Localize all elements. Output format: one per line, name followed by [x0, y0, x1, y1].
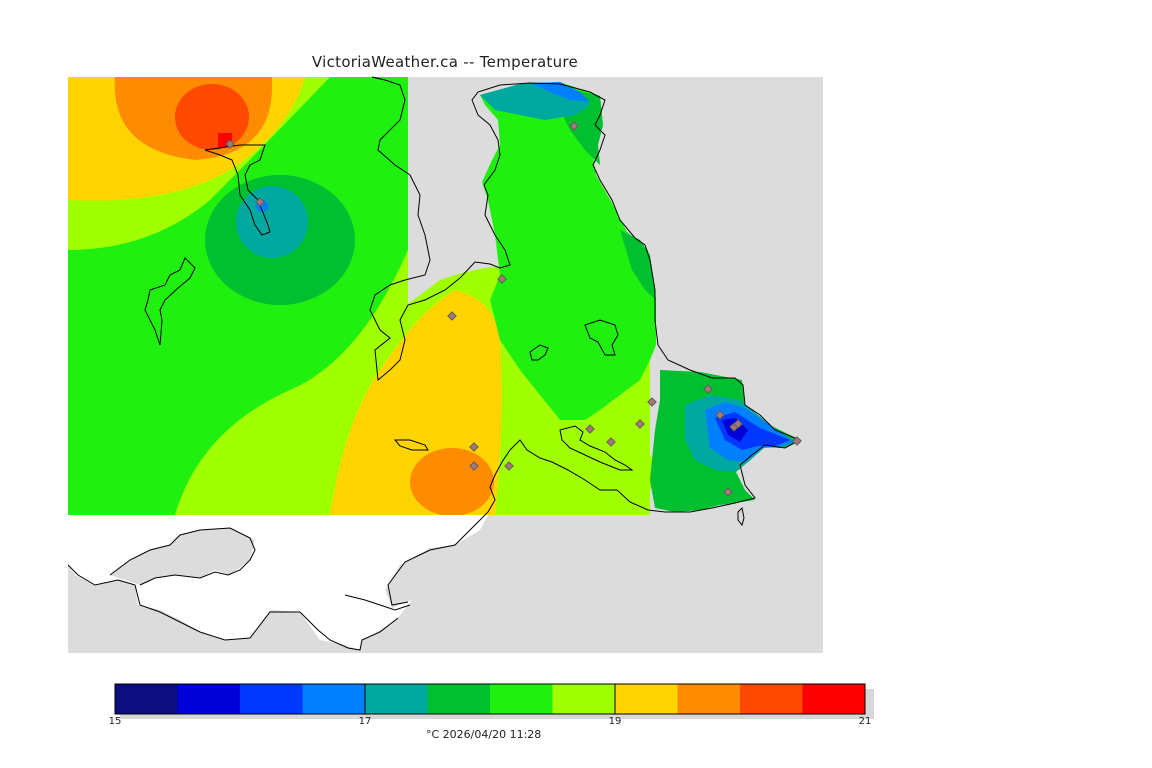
- legend-swatch: [302, 684, 366, 714]
- legend-swatch: [677, 684, 741, 714]
- legend-swatch: [365, 684, 428, 714]
- contour-field: [68, 77, 408, 515]
- units-timestamp: °C 2026/04/20 11:28: [426, 728, 542, 741]
- legend-swatch: [740, 684, 803, 714]
- legend-tick-label: 15: [108, 716, 122, 727]
- legend-swatch: [115, 684, 178, 714]
- coastlines: [67, 76, 802, 651]
- legend-tick-label: 21: [858, 716, 872, 727]
- station-markers: [225, 121, 802, 497]
- legend-swatch: [615, 684, 678, 714]
- map-title: VictoriaWeather.ca -- Temperature: [311, 53, 579, 71]
- legend-tick-label: 17: [358, 716, 372, 727]
- land-south-island: [110, 528, 255, 585]
- legend-swatch: [802, 684, 866, 714]
- legend-swatch: [240, 684, 303, 714]
- legend-swatch: [177, 684, 241, 714]
- legend-swatch: [427, 684, 491, 714]
- legend-swatch: [490, 684, 553, 714]
- legend-tick-label: 19: [608, 716, 622, 727]
- legend-swatch: [552, 684, 616, 714]
